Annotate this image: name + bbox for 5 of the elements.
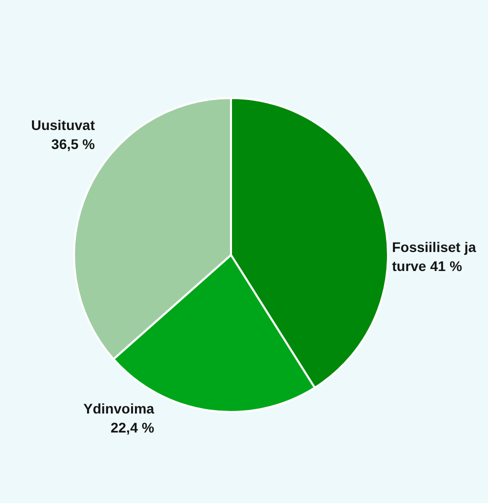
slice-label: Fossiiliset ja turve 41 % [392,238,476,274]
slice-label: Ydinvoima [83,400,154,416]
data-label: 36,5 % [51,136,96,152]
data-label: 22,4 % [110,419,155,436]
slice-label: Uusituvat [31,117,96,134]
